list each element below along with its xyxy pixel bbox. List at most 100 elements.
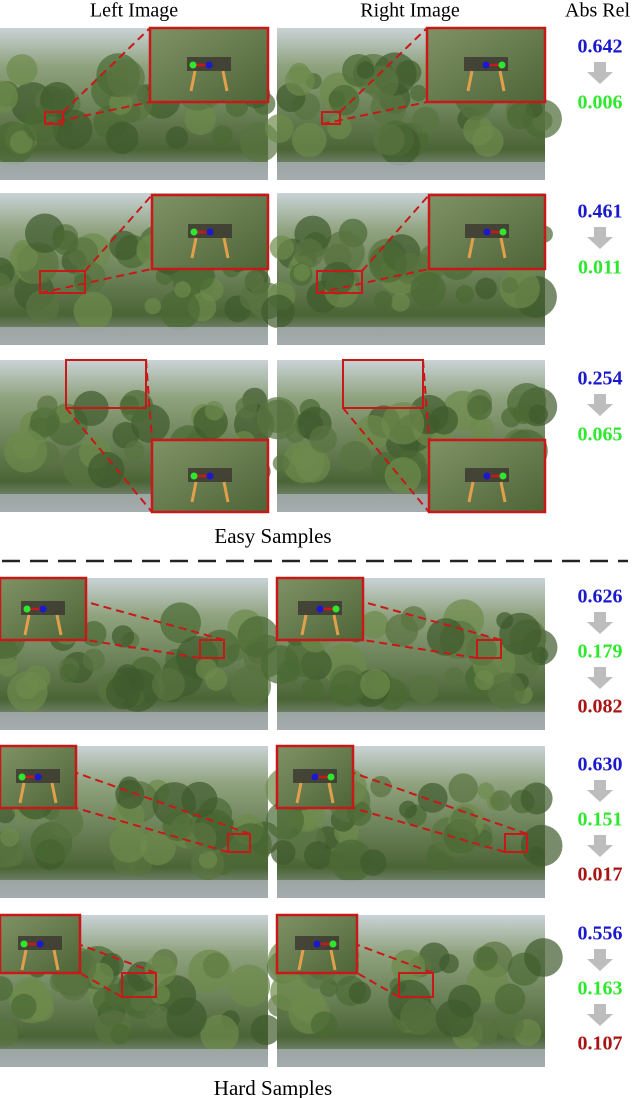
tree [23,106,60,143]
tree [282,441,325,484]
tree [10,130,33,154]
point-blue [39,605,47,613]
tree [145,1004,170,1029]
tree [285,66,315,96]
point-green [332,605,340,613]
image-panel [265,744,563,898]
zoom-line [276,745,528,835]
drone-leg [52,949,60,971]
tree [227,964,271,1007]
tree [524,938,563,977]
tree [237,616,279,658]
image-panel [267,913,563,1067]
tree [250,1014,281,1046]
tree [74,273,92,292]
tree [528,846,545,863]
ground [277,712,545,730]
tree [73,291,113,331]
zoom-line [316,268,430,294]
source-box [342,359,424,409]
tree [269,235,294,260]
tree [119,395,140,416]
tree [59,663,79,683]
tree [372,123,405,156]
tree [360,669,391,700]
tree [11,993,37,1020]
image-panel [0,359,275,514]
tree [321,261,355,295]
down-arrow [587,612,613,634]
drone-leg [466,70,474,92]
tree [356,61,375,80]
tree [303,841,333,870]
tree [291,122,327,158]
tree [327,114,352,140]
image-panel [0,744,281,898]
point-green [190,472,198,480]
down-arrow [587,667,613,689]
metric-value: 0.006 [578,92,623,114]
source-box [65,359,147,409]
point-green [329,940,337,948]
drone-leg [23,614,31,636]
tree [49,805,84,840]
tree [501,277,518,294]
tree [244,270,265,291]
ground [277,327,545,345]
point-blue [316,605,324,613]
ground [0,1049,268,1067]
group-label: Hard Samples [214,1076,332,1098]
tree [160,602,201,644]
down-arrow [587,62,613,84]
tree [270,840,296,865]
tree [467,395,493,421]
tree [463,115,494,146]
tree [310,1011,338,1038]
metric-value: 0.626 [578,586,623,608]
tree [159,289,200,331]
down-arrow [587,1004,613,1026]
drone-leg [327,782,335,804]
ground [0,880,268,898]
tree [4,429,48,473]
drone-leg [499,237,507,259]
point-green [327,773,335,781]
drone-leg [297,949,305,971]
tree [520,782,553,815]
zoom-line [339,27,428,113]
tree [264,114,294,143]
source-box [227,833,251,853]
down-arrow [587,394,613,416]
tree [212,125,233,146]
metric-value: 0.107 [578,1033,623,1055]
header-right: Right Image [360,0,460,22]
tree [390,292,410,312]
tree [144,297,162,315]
tree [110,1024,131,1045]
tree [204,401,225,421]
tree [360,610,389,639]
tree [152,668,185,701]
image-panel [264,26,562,180]
tree [417,782,448,813]
zoom-inset [275,744,355,810]
tree [124,440,145,461]
group-label: Easy Samples [214,524,331,548]
tree [494,983,526,1015]
tree [410,271,446,308]
drone-leg [189,70,197,92]
tree [360,849,387,876]
point-green [23,605,31,613]
point-blue [483,228,491,236]
point-green [498,61,506,69]
ground [0,162,268,180]
tree [198,850,218,869]
tree [309,425,337,453]
metric-value: 0.556 [578,923,623,945]
point-green [499,228,507,236]
tree [0,1021,19,1047]
tree [0,80,19,113]
tree [58,969,89,1001]
tree [490,790,511,811]
